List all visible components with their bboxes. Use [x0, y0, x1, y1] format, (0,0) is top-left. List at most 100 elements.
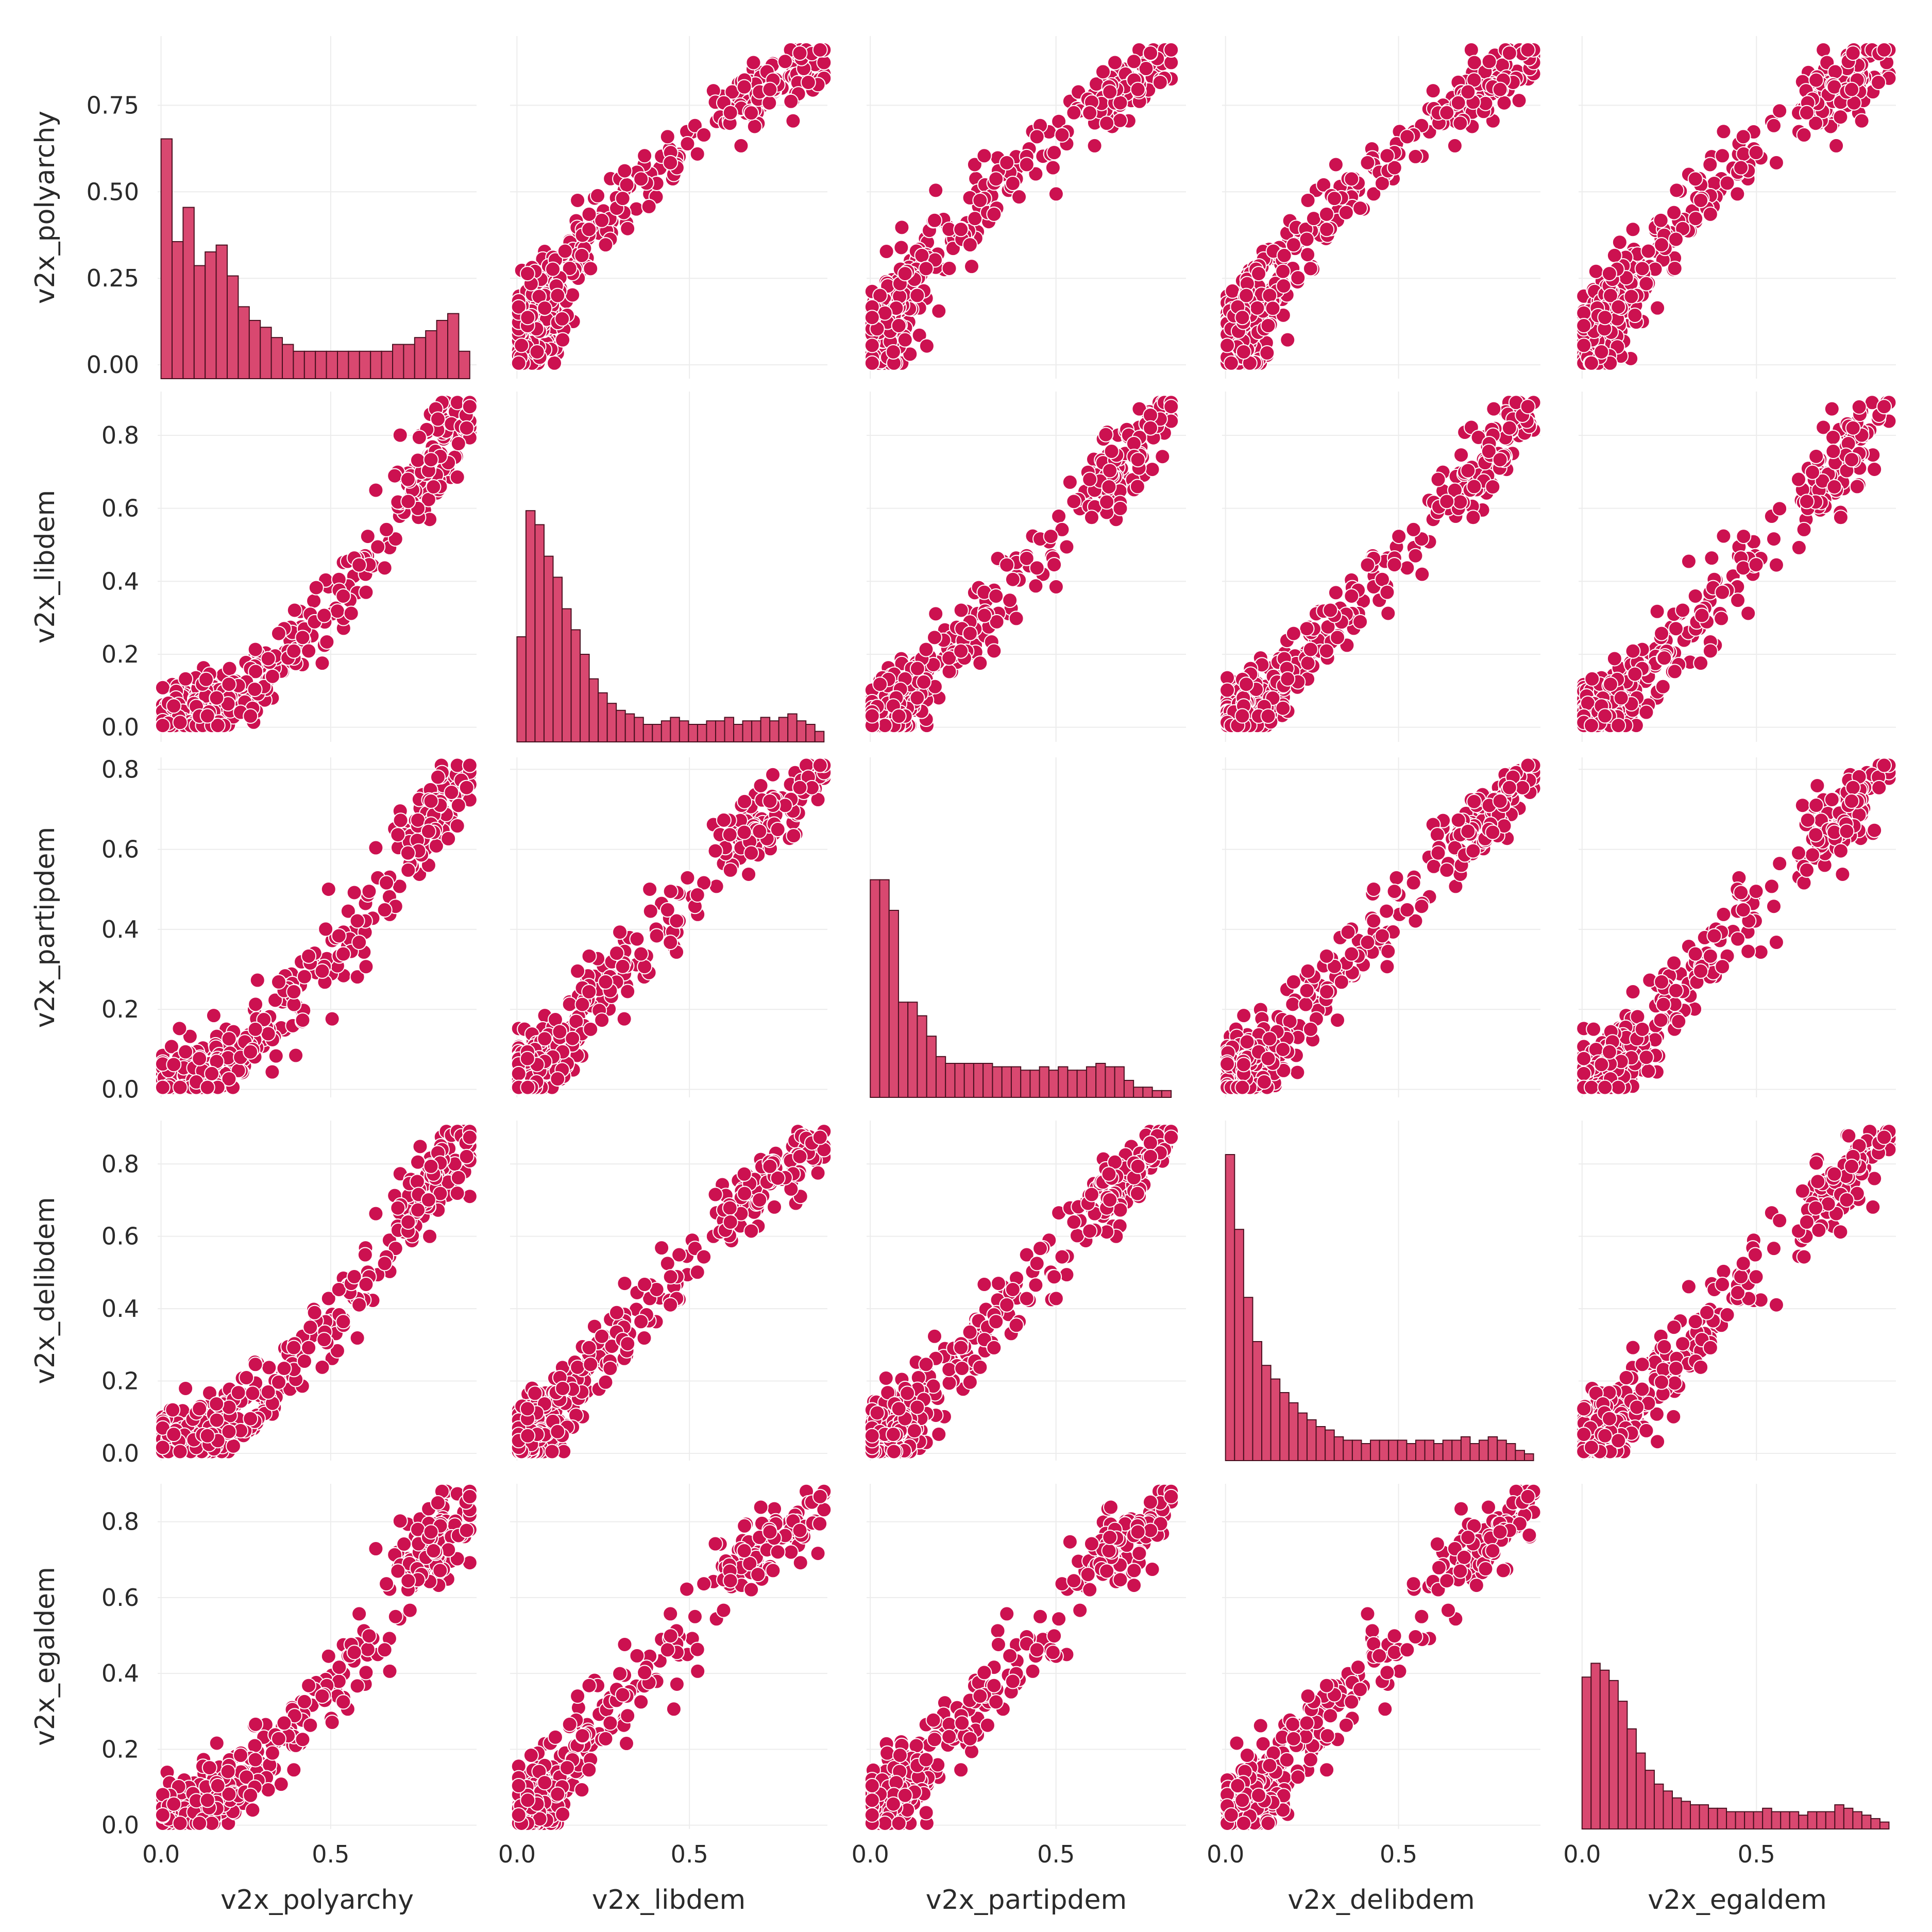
- scatter-point: [1126, 54, 1142, 70]
- scatter-point: [1302, 641, 1318, 657]
- scatter-point: [687, 117, 703, 133]
- scatter-point: [1299, 231, 1315, 247]
- scatter-point: [864, 337, 880, 353]
- scatter-point: [1104, 444, 1120, 460]
- histogram-bar: [293, 350, 305, 379]
- scatter-point: [331, 928, 347, 944]
- histogram-bar: [348, 350, 360, 379]
- scatter-point: [953, 222, 969, 238]
- scatter-point: [1452, 494, 1468, 510]
- scatter-point: [689, 146, 705, 162]
- scatter-point: [1043, 529, 1059, 545]
- scatter-point: [318, 921, 334, 937]
- scatter-point: [1825, 444, 1841, 460]
- scatter-point: [1430, 471, 1446, 487]
- scatter-point: [1460, 84, 1476, 100]
- scatter-point: [1453, 447, 1469, 463]
- scatter-point: [1452, 115, 1468, 131]
- scatter-point: [192, 1050, 208, 1066]
- scatter-point: [400, 845, 416, 861]
- scatter-point: [1099, 115, 1115, 131]
- scatter-point: [320, 881, 336, 897]
- scatter-point: [166, 1057, 182, 1073]
- scatter-point: [1733, 160, 1749, 176]
- scatter-point: [1796, 521, 1812, 537]
- scatter-point: [1112, 95, 1128, 111]
- scatter-point: [199, 1079, 215, 1095]
- scatter-point: [909, 660, 925, 676]
- scatter-point: [514, 337, 530, 353]
- scatter-point: [296, 969, 312, 985]
- scatter-point: [392, 427, 408, 443]
- scatter-point: [346, 885, 362, 901]
- scatter-point: [877, 305, 893, 321]
- scatter-point: [928, 606, 944, 622]
- scatter-point: [1260, 318, 1276, 334]
- scatter-point: [1107, 55, 1123, 71]
- histogram-bar: [171, 241, 184, 379]
- scatter-point: [1219, 682, 1235, 698]
- scatter-point: [1824, 401, 1840, 417]
- scatter-point: [288, 1047, 304, 1063]
- scatter-point: [329, 603, 345, 619]
- histogram-bar: [688, 724, 698, 742]
- scatter-point: [1082, 105, 1098, 121]
- scatter-point: [1066, 105, 1082, 121]
- scatter-point: [1796, 127, 1812, 143]
- scatter-point: [1715, 584, 1731, 600]
- scatter-point: [1588, 263, 1604, 279]
- scatter-point: [557, 243, 573, 259]
- scatter-point: [1405, 521, 1421, 537]
- histogram-bar: [787, 713, 798, 742]
- scatter-point: [319, 634, 335, 650]
- scatter-point: [247, 1021, 263, 1037]
- histogram-bar: [706, 720, 716, 742]
- scatter-point: [620, 221, 636, 236]
- scatter-point: [1871, 74, 1887, 90]
- scatter-point: [1638, 276, 1654, 292]
- scatter-point: [1845, 45, 1861, 61]
- scatter-point: [1219, 337, 1235, 353]
- scatter-point: [1654, 625, 1670, 641]
- scatter-point: [1087, 138, 1103, 154]
- scatter-point: [1028, 578, 1044, 594]
- scatter-point: [387, 468, 403, 484]
- histogram-bar: [580, 654, 590, 742]
- scatter-point: [400, 862, 416, 878]
- scatter-point: [1327, 191, 1343, 207]
- scatter-point: [1627, 308, 1643, 324]
- scatter-point: [891, 318, 907, 334]
- scatter-point: [928, 182, 944, 198]
- scatter-point: [199, 708, 215, 724]
- scatter-point: [1768, 155, 1784, 171]
- histogram-bar: [652, 724, 662, 742]
- scatter-point: [222, 660, 238, 676]
- scatter-point: [248, 996, 264, 1012]
- scatter-point: [1143, 420, 1159, 436]
- scatter-point: [583, 261, 599, 277]
- scatter-point: [1687, 171, 1703, 187]
- scatter-point: [178, 1044, 194, 1060]
- scatter-point: [430, 769, 446, 785]
- scatter-point: [1634, 261, 1650, 277]
- scatter-point: [449, 469, 465, 485]
- histogram-bar: [205, 251, 217, 380]
- histogram-bar: [570, 629, 581, 743]
- scatter-point: [1716, 528, 1732, 544]
- scatter-point: [1379, 148, 1395, 164]
- scatter-point: [1791, 471, 1807, 487]
- scatter-point: [615, 191, 631, 207]
- histogram-bar: [525, 510, 536, 742]
- histogram-bar: [414, 337, 427, 380]
- scatter-point: [1098, 427, 1114, 443]
- scatter-point: [358, 959, 374, 975]
- scatter-point: [1143, 45, 1159, 61]
- scatter-point: [247, 641, 263, 657]
- histogram-bar: [282, 344, 294, 379]
- scatter-point: [574, 247, 590, 263]
- scatter-point: [1597, 310, 1613, 326]
- scatter-point: [1466, 479, 1482, 495]
- scatter-point: [349, 913, 365, 929]
- scatter-point: [247, 681, 263, 697]
